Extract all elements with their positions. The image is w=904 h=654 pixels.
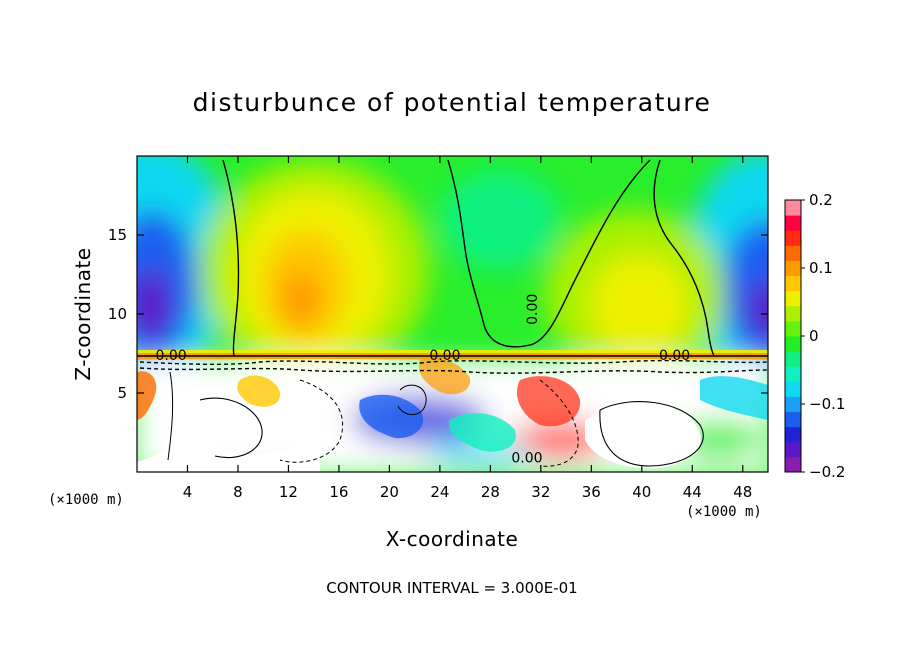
teal-blob xyxy=(449,413,516,452)
colorbar-tick-label: 0 xyxy=(809,327,819,345)
x-axis-label: X-coordinate xyxy=(386,527,519,551)
white-region-left xyxy=(137,440,320,472)
contour-low-f xyxy=(397,384,427,415)
colorbar-segment xyxy=(785,336,801,352)
colorbar-segment xyxy=(785,215,801,231)
x-tick-label: 20 xyxy=(380,483,399,501)
white-region-right xyxy=(585,404,701,469)
cold-peak-left xyxy=(137,270,172,340)
colorbar-segment xyxy=(785,381,801,397)
y-tick-label: 15 xyxy=(108,226,127,244)
warm-blob-center xyxy=(418,358,471,395)
colorbar-tick-label: −0.2 xyxy=(809,463,845,481)
y-tick-label: 5 xyxy=(117,384,127,402)
colorbar-segment xyxy=(785,441,801,458)
y-unit-label: (×1000 m) xyxy=(686,504,762,520)
cool-edge-right xyxy=(700,376,768,420)
blue-blob xyxy=(359,394,424,439)
x-axis: 4 8 12 16 20 24 28 32 36 40 44 48 xyxy=(183,156,752,501)
x-tick-label: 36 xyxy=(582,483,601,501)
contour-labels: 0.00 0.00 0.00 0.00 0.00 xyxy=(155,294,690,467)
colorbar-segment xyxy=(785,426,801,443)
colorbar-segment xyxy=(785,320,801,337)
colorbar-segment xyxy=(785,245,801,261)
colorbar-segment xyxy=(785,305,801,322)
field-regions xyxy=(137,156,768,472)
chart-title: disturbunce of potential temperature xyxy=(193,88,712,117)
y-axis-label: Z-coordinate xyxy=(71,247,95,380)
x-tick-label: 48 xyxy=(733,483,752,501)
zero-contour-right xyxy=(653,159,715,357)
colorbar-segment xyxy=(785,396,801,413)
x-tick-label: 40 xyxy=(632,483,651,501)
warm-edge-left xyxy=(137,371,157,420)
contour-label: 0.00 xyxy=(511,451,542,467)
central-cool-area xyxy=(440,170,560,270)
inversion-band-top xyxy=(137,350,768,353)
negative-contour-b xyxy=(139,367,768,374)
cold-peak-right xyxy=(748,280,768,340)
x-unit-label: (×1000 m) xyxy=(48,492,124,508)
contour-low-d xyxy=(539,379,579,467)
contour-label: 0.00 xyxy=(429,348,460,364)
contour-interval-note: CONTOUR INTERVAL = 3.000E-01 xyxy=(326,579,577,597)
plot-area: 0.000.00 0.00 0.000.00 4 8 12 16 20 24 28 32 36 40 4… xyxy=(108,155,769,501)
contour-low-e xyxy=(167,371,174,461)
x-tick-label: 28 xyxy=(481,483,500,501)
x-tick-label: 24 xyxy=(430,483,449,501)
x-tick-label: 44 xyxy=(683,483,702,501)
colorbar-tick-label: 0.2 xyxy=(809,191,833,209)
colorbar-segment xyxy=(785,290,801,307)
colorbar-segment xyxy=(785,275,801,292)
x-tick-label: 4 xyxy=(183,483,193,501)
colorbar-segment xyxy=(785,260,801,277)
x-tick-label: 12 xyxy=(279,483,298,501)
colorbar-segment xyxy=(785,200,801,216)
x-tick-label: 8 xyxy=(233,483,243,501)
colorbar-segment xyxy=(785,366,801,382)
zero-contour-left xyxy=(222,159,240,357)
colorbar-segment xyxy=(785,230,801,246)
colorbar-tick-label: −0.1 xyxy=(809,395,845,413)
contour-label: 0.00 xyxy=(659,348,690,364)
colorbar-segment xyxy=(785,351,801,367)
contour-lines xyxy=(137,159,768,467)
colorbar: 0.2 0.1 0 −0.1 −0.2 xyxy=(784,191,845,481)
warm-plume-left-peak xyxy=(280,270,320,330)
orange-blob xyxy=(237,375,281,407)
x-tick-label: 16 xyxy=(329,483,348,501)
y-axis: 5 10 15 xyxy=(108,226,768,402)
contour-label: 0.00 xyxy=(525,294,541,325)
colorbar-segment xyxy=(785,456,801,473)
low-mid-blob xyxy=(675,415,765,465)
red-blob xyxy=(516,376,581,427)
contour-low-b xyxy=(599,401,704,467)
contour-label: 0.00 xyxy=(155,348,186,364)
contour-low-c xyxy=(279,379,344,463)
y-tick-label: 10 xyxy=(108,305,127,323)
colorbar-tick-label: 0.1 xyxy=(809,259,833,277)
x-tick-label: 32 xyxy=(531,483,550,501)
field-shading xyxy=(137,156,768,472)
colorbar-segment xyxy=(785,411,801,428)
contour-low-a xyxy=(199,397,263,458)
warm-plume-right-core xyxy=(590,255,690,355)
zero-contour-center xyxy=(447,159,651,348)
negative-contour-a xyxy=(139,359,768,365)
